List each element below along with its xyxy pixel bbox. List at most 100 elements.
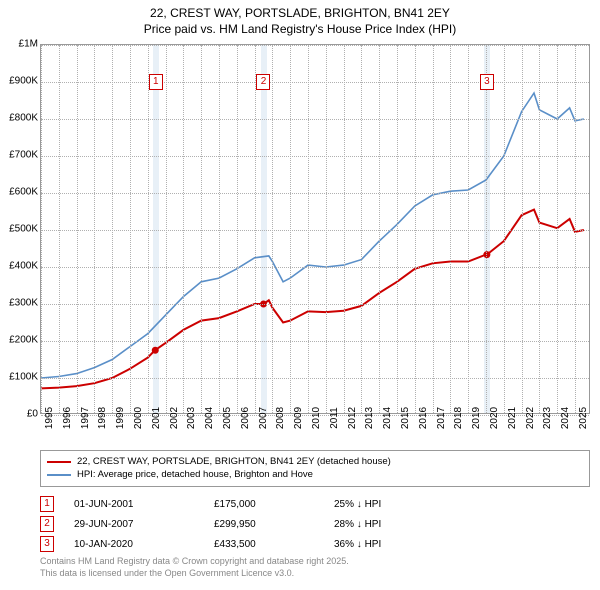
x-axis-label: 1995: [44, 407, 55, 429]
table-row: 2 29-JUN-2007£299,95028% ↓ HPI: [40, 514, 590, 534]
series-price_paid: [41, 210, 584, 389]
grid-line: [41, 156, 589, 157]
grid-line: [77, 45, 78, 413]
grid-line: [41, 267, 589, 268]
sale-pct: 28% ↓ HPI: [334, 519, 454, 530]
sale-pct: 25% ↓ HPI: [334, 499, 454, 510]
grid-line: [41, 341, 589, 342]
grid-line: [41, 119, 589, 120]
grid-line: [41, 45, 589, 46]
grid-line: [361, 45, 362, 413]
x-axis-label: 2007: [258, 407, 269, 429]
legend-label: HPI: Average price, detached house, Brig…: [77, 468, 313, 481]
grid-line: [397, 45, 398, 413]
grid-line: [290, 45, 291, 413]
x-axis-label: 2009: [293, 407, 304, 429]
sale-marker-2: 2: [256, 74, 270, 90]
y-axis-label: £800K: [9, 113, 38, 124]
legend-row: 22, CREST WAY, PORTSLADE, BRIGHTON, BN41…: [47, 455, 583, 468]
sale-pct: 36% ↓ HPI: [334, 539, 454, 550]
grid-line: [504, 45, 505, 413]
legend-swatch: [47, 461, 71, 463]
grid-line: [450, 45, 451, 413]
x-axis-label: 2001: [151, 407, 162, 429]
grid-line: [41, 193, 589, 194]
footer-attribution: Contains HM Land Registry data © Crown c…: [40, 556, 349, 579]
grid-line: [415, 45, 416, 413]
chart-svg: [41, 45, 589, 413]
x-axis-label: 1998: [97, 407, 108, 429]
grid-line: [272, 45, 273, 413]
grid-line: [41, 45, 42, 413]
y-axis-label: £300K: [9, 298, 38, 309]
x-axis-label: 2003: [186, 407, 197, 429]
sale-price: £175,000: [214, 499, 334, 510]
legend-swatch: [47, 474, 71, 476]
x-axis-label: 2024: [560, 407, 571, 429]
y-axis-label: £0: [27, 409, 38, 420]
title-line2: Price paid vs. HM Land Registry's House …: [0, 22, 600, 38]
legend: 22, CREST WAY, PORTSLADE, BRIGHTON, BN41…: [40, 450, 590, 487]
grid-line: [219, 45, 220, 413]
sale-price: £299,950: [214, 519, 334, 530]
footer-line2: This data is licensed under the Open Gov…: [40, 568, 349, 580]
legend-row: HPI: Average price, detached house, Brig…: [47, 468, 583, 481]
series-hpi: [41, 93, 584, 378]
grid-line: [326, 45, 327, 413]
sale-date: 10-JAN-2020: [74, 539, 214, 550]
y-axis-label: £900K: [9, 76, 38, 87]
grid-line: [539, 45, 540, 413]
sale-marker-1: 1: [40, 496, 54, 512]
sale-point: [152, 347, 159, 354]
grid-line: [148, 45, 149, 413]
x-axis-label: 2014: [382, 407, 393, 429]
sale-marker-1: 1: [149, 74, 163, 90]
title-line1: 22, CREST WAY, PORTSLADE, BRIGHTON, BN41…: [0, 6, 600, 22]
sales-table: 1 01-JUN-2001£175,00025% ↓ HPI 2 29-JUN-200…: [40, 494, 590, 554]
grid-line: [112, 45, 113, 413]
grid-line: [41, 230, 589, 231]
x-axis-label: 2018: [453, 407, 464, 429]
x-axis-label: 2022: [525, 407, 536, 429]
grid-line: [41, 378, 589, 379]
x-axis-label: 2012: [347, 407, 358, 429]
grid-line: [308, 45, 309, 413]
chart-title: 22, CREST WAY, PORTSLADE, BRIGHTON, BN41…: [0, 0, 600, 39]
x-axis-label: 2017: [436, 407, 447, 429]
x-axis-label: 2019: [471, 407, 482, 429]
x-axis-label: 2013: [364, 407, 375, 429]
grid-line: [379, 45, 380, 413]
y-axis-label: £100K: [9, 372, 38, 383]
grid-line: [166, 45, 167, 413]
sale-date: 29-JUN-2007: [74, 519, 214, 530]
footer-line1: Contains HM Land Registry data © Crown c…: [40, 556, 349, 568]
grid-line: [59, 45, 60, 413]
x-axis-label: 1996: [62, 407, 73, 429]
y-axis-label: £700K: [9, 150, 38, 161]
grid-line: [94, 45, 95, 413]
legend-label: 22, CREST WAY, PORTSLADE, BRIGHTON, BN41…: [77, 455, 391, 468]
y-axis-label: £400K: [9, 261, 38, 272]
grid-line: [468, 45, 469, 413]
sale-marker-2: 2: [40, 516, 54, 532]
x-axis-label: 1999: [115, 407, 126, 429]
x-axis-label: 2005: [222, 407, 233, 429]
chart-plot-area: 123: [40, 44, 590, 414]
x-axis-label: 2016: [418, 407, 429, 429]
grid-line: [486, 45, 487, 413]
x-axis-label: 2004: [204, 407, 215, 429]
sale-marker-3: 3: [40, 536, 54, 552]
x-axis-label: 2008: [275, 407, 286, 429]
x-axis-label: 2006: [240, 407, 251, 429]
grid-line: [255, 45, 256, 413]
grid-line: [41, 304, 589, 305]
x-axis-label: 2011: [329, 407, 340, 429]
grid-line: [522, 45, 523, 413]
sale-date: 01-JUN-2001: [74, 499, 214, 510]
x-axis-label: 2010: [311, 407, 322, 429]
y-axis-label: £500K: [9, 224, 38, 235]
grid-line: [130, 45, 131, 413]
grid-line: [557, 45, 558, 413]
x-axis-label: 2021: [507, 407, 518, 429]
grid-line: [575, 45, 576, 413]
